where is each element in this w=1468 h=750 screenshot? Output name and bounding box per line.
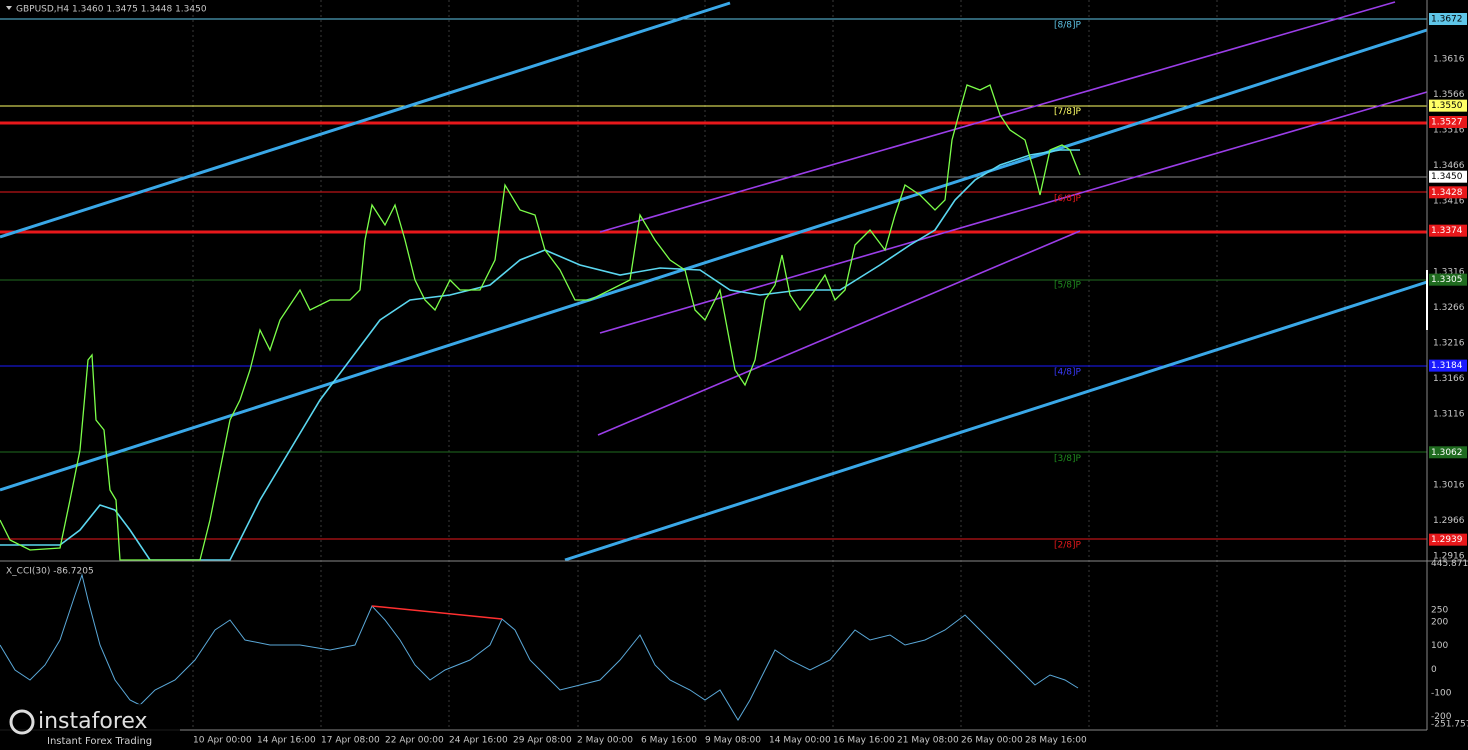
price-marker-label: 1.2939 (1431, 535, 1463, 545)
murray-label: [7/8]P (1054, 107, 1082, 117)
price-marker-box (1429, 99, 1467, 112)
murray-label: [2/8]P (1054, 541, 1082, 551)
price-tick-label: 1.3416 (1433, 196, 1465, 206)
price-marker-box (1429, 13, 1467, 25)
price-marker-label: 1.3450 (1431, 172, 1463, 182)
price-tick-label: 1.3216 (1433, 338, 1465, 348)
time-tick-label: 22 Apr 00:00 (385, 736, 444, 746)
price-marker-label: 1.3184 (1431, 361, 1463, 371)
logo-bg (0, 704, 180, 750)
cci-tick-label: 250 (1431, 606, 1448, 616)
time-tick-label: 10 Apr 00:00 (193, 736, 252, 746)
price-marker-box (1429, 115, 1467, 128)
logo-tagline: Instant Forex Trading (47, 736, 152, 747)
time-tick-label: 28 May 16:00 (1025, 736, 1087, 746)
price-tick-label: 1.3516 (1433, 125, 1465, 135)
price-marker-box (1429, 273, 1467, 286)
time-tick-label: 16 May 16:00 (833, 736, 895, 746)
murray-label: [5/8]P (1054, 281, 1082, 291)
time-tick-label: 17 Apr 08:00 (321, 736, 380, 746)
price-tick-label: 1.3466 (1433, 161, 1465, 171)
cci-title: X_CCI(30) -86.7205 (6, 567, 94, 577)
price-marker-label: 1.3062 (1431, 448, 1463, 458)
time-tick-label: 9 May 08:00 (705, 736, 761, 746)
time-tick-label: 14 Apr 16:00 (257, 736, 316, 746)
regression-lines (597, 1, 1428, 436)
price-marker-box (1429, 533, 1467, 546)
price-marker-box (1429, 170, 1467, 183)
time-tick-label: 24 Apr 16:00 (449, 736, 508, 746)
price-tick-label: 1.2966 (1433, 516, 1465, 526)
price-tick-label: 1.3266 (1433, 303, 1465, 313)
price-tick-label: 1.3316 (1433, 267, 1465, 277)
logo-icon (9, 709, 35, 735)
price-marker-box (1429, 446, 1467, 459)
price-marker-label: 1.3428 (1431, 188, 1463, 198)
cci-line (0, 573, 1079, 721)
time-tick-label: 6 May 16:00 (641, 736, 697, 746)
cci-tick-label: 200 (1431, 617, 1448, 627)
price-marker-box (1429, 359, 1467, 372)
cci-tick-label: -100 (1431, 689, 1452, 699)
divergence-line (371, 605, 503, 620)
price-tick-label: 1.3616 (1433, 54, 1465, 64)
time-tick-label: 26 May 00:00 (961, 736, 1023, 746)
price-tick-label: 1.2916 (1433, 551, 1465, 561)
cci-tick-label: -200 (1431, 712, 1452, 722)
murray-label: [6/8]P (1054, 194, 1082, 204)
price-tick-label: 1.3566 (1433, 90, 1465, 100)
cci-tick-label: 100 (1431, 641, 1448, 651)
price-marker-box (1429, 224, 1467, 237)
levels (0, 18, 1427, 540)
price-marker-label: 1.3527 (1431, 117, 1463, 127)
logo-name: instaforex (38, 709, 148, 734)
price-marker-label: 1.3672 (1431, 15, 1463, 25)
price-marker-label: 1.3305 (1431, 275, 1463, 285)
time-tick-label: 2 May 00:00 (577, 736, 633, 746)
channel-lines (0, 1, 1428, 562)
price-series (0, 84, 1081, 561)
price-marker-box (1429, 186, 1467, 199)
time-tick-label: 14 May 00:00 (769, 736, 831, 746)
cci-tick-label: 0 (1431, 665, 1437, 675)
time-tick-label: 29 Apr 08:00 (513, 736, 572, 746)
price-marker-label: 1.3374 (1431, 226, 1463, 236)
murray-label: [4/8]P (1054, 367, 1082, 377)
menu-triangle[interactable] (6, 6, 12, 10)
murray-label: [8/8]P (1054, 21, 1082, 31)
price-tick-label: 1.3116 (1433, 409, 1465, 419)
price-tick-label: 1.3016 (1433, 480, 1465, 490)
cci-tick-label: 445.8715 (1431, 559, 1468, 569)
symbol-header: GBPUSD,H4 1.3460 1.3475 1.3448 1.3450 (16, 5, 207, 15)
price-marker-label: 1.3550 (1431, 101, 1463, 111)
time-tick-label: 21 May 08:00 (897, 736, 959, 746)
cci-tick-label: -251.757 (1431, 720, 1468, 730)
murray-label: [3/8]P (1054, 454, 1082, 464)
price-tick-label: 1.3166 (1433, 374, 1465, 384)
